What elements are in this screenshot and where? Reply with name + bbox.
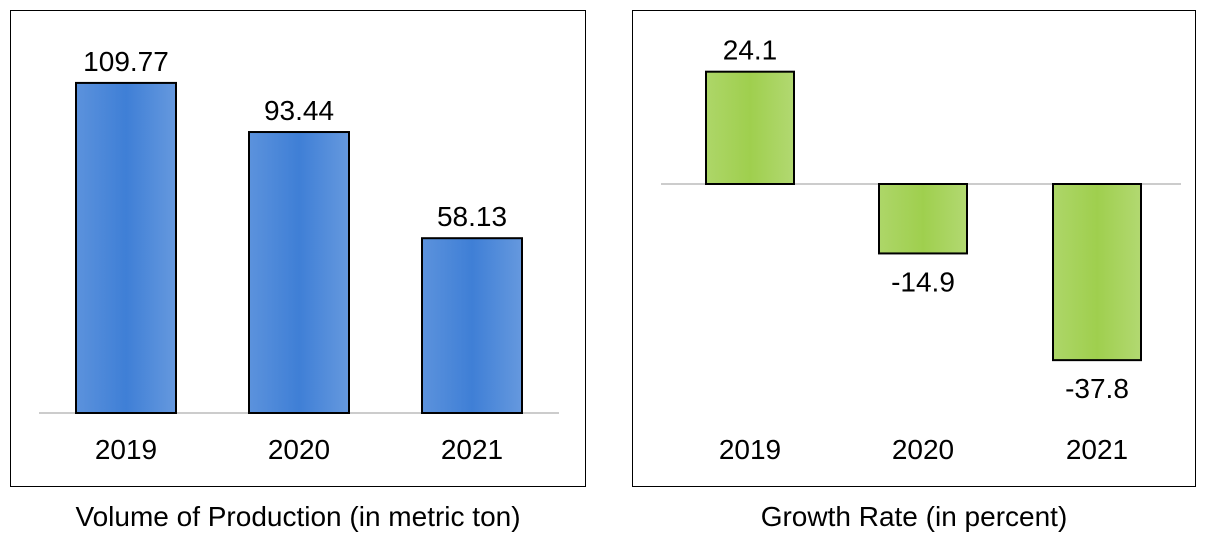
chart-1-tick-label-2019: 2019 <box>719 434 781 465</box>
chart-0-tick-label-2021: 2021 <box>441 434 503 465</box>
growth-chart-title: Growth Rate (in percent) <box>760 501 1068 532</box>
volume-chart-panel: 109.77 2019 93.44 2020 58.13 2021 <box>10 10 586 487</box>
chart-1-value-label-2020: -14.9 <box>891 266 955 297</box>
volume-chart-title: Volume of Production (in metric ton) <box>75 501 521 532</box>
chart-0-bar-2021 <box>421 237 523 414</box>
chart-0-bar-2020 <box>248 131 350 415</box>
chart-0-value-label-2021: 58.13 <box>437 201 507 232</box>
chart-1-tick-label-2021: 2021 <box>1066 434 1128 465</box>
chart-0-tick-label-2019: 2019 <box>95 434 157 465</box>
chart-0-tick-label-2020: 2020 <box>268 434 330 465</box>
chart-1-value-label-2021: -37.8 <box>1065 373 1129 404</box>
chart-1-tick-label-2020: 2020 <box>892 434 954 465</box>
chart-1-bar-2019 <box>705 70 795 185</box>
chart-0-bar-2019 <box>75 81 177 415</box>
growth-chart-svg: 24.1 2019 -14.9 2020 -37.8 2021 <box>661 35 1181 465</box>
chart-1-bar-2020 <box>878 183 968 255</box>
chart-1-bar-2021 <box>1052 183 1142 362</box>
chart-1-value-label-2019: 24.1 <box>723 35 778 66</box>
growth-chart-panel: 24.1 2019 -14.9 2020 -37.8 2021 <box>632 10 1196 487</box>
chart-0-value-label-2020: 93.44 <box>264 95 334 126</box>
volume-chart-svg: 109.77 2019 93.44 2020 58.13 2021 <box>39 46 559 465</box>
chart-0-value-label-2019: 109.77 <box>83 46 169 77</box>
